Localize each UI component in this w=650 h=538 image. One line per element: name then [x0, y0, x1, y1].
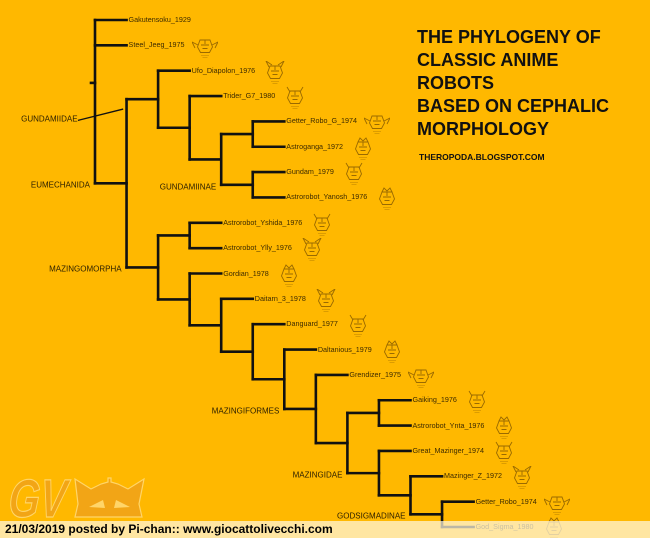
taxon-leaf: Ufo_Diapolon_1976	[192, 57, 289, 85]
taxon-label: Ufo_Diapolon_1976	[191, 65, 256, 75]
taxon-label: Gundam_1979	[286, 167, 334, 177]
taxon-leaf: Grendizer_1975	[349, 361, 434, 389]
title-line: CLASSIC ANIME	[417, 50, 559, 70]
taxon-leaf: Daitarn_3_1978	[255, 285, 339, 313]
taxon-label: Getter_Robo_1974	[475, 496, 537, 506]
getter-robo-g-head-icon	[364, 111, 391, 135]
astroganga-head-icon	[350, 136, 376, 161]
taxon-leaf: Daltanious_1979	[318, 336, 405, 364]
gaiking-head-icon	[464, 390, 490, 414]
taxon-leaf: Mazinger_Z_1972	[444, 462, 535, 490]
grendizer-head-icon	[407, 365, 434, 389]
taxon-label: Steel_Jeeg_1975	[128, 40, 185, 50]
daltanious-head-icon	[379, 339, 405, 364]
title-line: MORPHOLOGY	[417, 119, 550, 139]
taxon-label: Astrorobot_Ynta_1976	[412, 420, 485, 430]
ufo-diapolon-head-icon	[262, 60, 288, 85]
taxon-label: Daltanious_1979	[317, 344, 372, 354]
clade-label: GUNDAMIIDAE	[21, 114, 78, 124]
taxon-label: Grendizer_1975	[349, 369, 401, 379]
taxon-label: Getter_Robo_G_1974	[286, 116, 358, 126]
mask-icon	[74, 477, 145, 518]
astrorobot-ynta-head-icon	[491, 415, 517, 440]
logo-text: GV	[7, 474, 73, 520]
taxon-label: Gaiking_1976	[412, 395, 457, 405]
taxon-label: Gakutensoku_1929	[128, 15, 191, 24]
taxon-label: Astrorobot_Ylly_1976	[223, 243, 292, 253]
title-line: BASED ON CEPHALIC	[417, 96, 610, 116]
taxon-leaf: Astroganga_1972	[286, 133, 376, 161]
clade-label: MAZINGOMORPHA	[49, 264, 122, 274]
source-credit: THEROPODA.BLOGSPOT.COM	[419, 152, 545, 162]
taxon-leaf: Great_Mazinger_1974	[413, 437, 518, 465]
title-line: THE PHYLOGENY OF	[417, 27, 601, 47]
daitarn-3-head-icon	[313, 288, 339, 313]
clade-label: MAZINGIFORMES	[211, 406, 280, 416]
taxon-label: Mazinger_Z_1972	[444, 471, 502, 481]
great-mazinger-head-icon	[491, 441, 517, 465]
taxon-label: Danguard_1977	[286, 319, 338, 329]
trider-g7-head-icon	[282, 86, 308, 110]
taxon-leaf: Astrorobot_Yanosh_1976	[286, 183, 400, 211]
taxon-label: Great_Mazinger_1974	[412, 445, 485, 455]
taxon-label: Trider_G7_1980	[223, 91, 276, 101]
title-line: ROBOTS	[417, 73, 495, 93]
taxon-leaf: Astrorobot_Ynta_1976	[413, 412, 518, 440]
clade-label: GODSIGMADINAE	[337, 511, 406, 521]
clade-label: GUNDAMIINAE	[159, 182, 217, 192]
astrorobot-yanosh-head-icon	[374, 187, 400, 211]
taxon-leaf: Gordian_1978	[223, 260, 302, 288]
taxon-label: Astrorobot_Yshida_1976	[223, 217, 303, 227]
diagram-title: THE PHYLOGENY OF CLASSIC ANIME ROBOTS BA…	[417, 26, 609, 141]
taxon-label: Daitarn_3_1978	[254, 293, 306, 303]
footer-caption: 21/03/2019 posted by Pi-chan:: www.gioca…	[5, 522, 333, 536]
taxon-leaf: Trider_G7_1980	[223, 82, 308, 110]
clade-label: MAZINGIDAE	[292, 470, 343, 480]
taxon-label: Astrorobot_Yanosh_1976	[286, 192, 368, 202]
taxon-leaf: Astrorobot_Yshida_1976	[223, 209, 335, 237]
danguard-head-icon	[345, 314, 371, 338]
taxon-leaf: Gaiking_1976	[413, 386, 490, 414]
astrorobot-yshida-head-icon	[309, 213, 335, 237]
taxon-leaf: Gakutensoku_1929	[129, 16, 191, 24]
footer-bar: 21/03/2019 posted by Pi-chan:: www.gioca…	[0, 521, 650, 538]
taxon-leaf: Steel_Jeeg_1975	[129, 31, 218, 59]
taxon-label: Astroganga_1972	[286, 141, 344, 151]
getter-robo-head-icon	[543, 492, 570, 516]
taxon-leaf: Gundam_1979	[286, 158, 367, 186]
steel-jeeg-head-icon	[191, 35, 218, 59]
gordian-head-icon	[276, 263, 302, 288]
watermark-logo: GV	[6, 474, 145, 520]
astrorobot-ylly-head-icon	[299, 238, 325, 262]
mazinger-z-head-icon	[509, 466, 535, 490]
taxon-leaf: Danguard_1977	[286, 310, 371, 338]
gundam-head-icon	[341, 162, 367, 186]
taxon-leaf: Getter_Robo_1974	[476, 488, 570, 516]
clade-label: EUMECHANIDA	[30, 180, 90, 190]
taxon-leaf: Getter_Robo_G_1974	[286, 107, 391, 135]
taxon-leaf: Astrorobot_Ylly_1976	[223, 234, 325, 262]
clade-pointer-line	[77, 108, 124, 122]
taxon-label: Gordian_1978	[223, 268, 269, 278]
